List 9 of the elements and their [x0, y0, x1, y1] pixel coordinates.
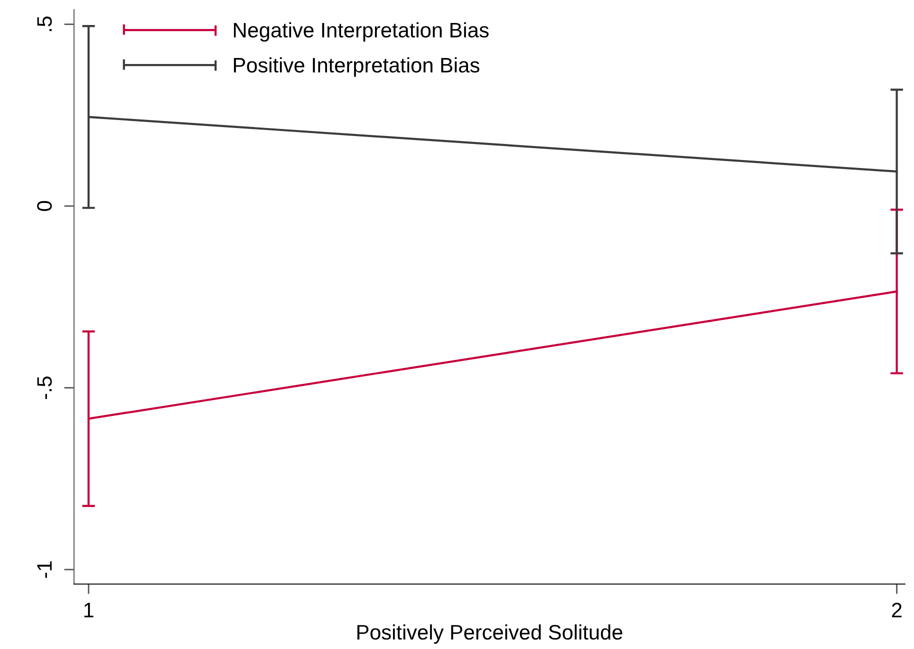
x-tick-label: 1	[84, 602, 94, 618]
y-tick-label: .5	[37, 16, 52, 32]
y-tick-label: -.5	[37, 376, 52, 400]
legend-label: Positive Interpretation Bias	[234, 57, 480, 77]
x-axis-title: Positively Perceived Solitude	[357, 624, 622, 644]
legend-label: Negative Interpretation Bias	[234, 22, 489, 42]
y-tick-label: 0	[37, 201, 52, 212]
y-tick-label: -1	[37, 561, 52, 578]
x-tick-label: 2	[892, 602, 902, 618]
